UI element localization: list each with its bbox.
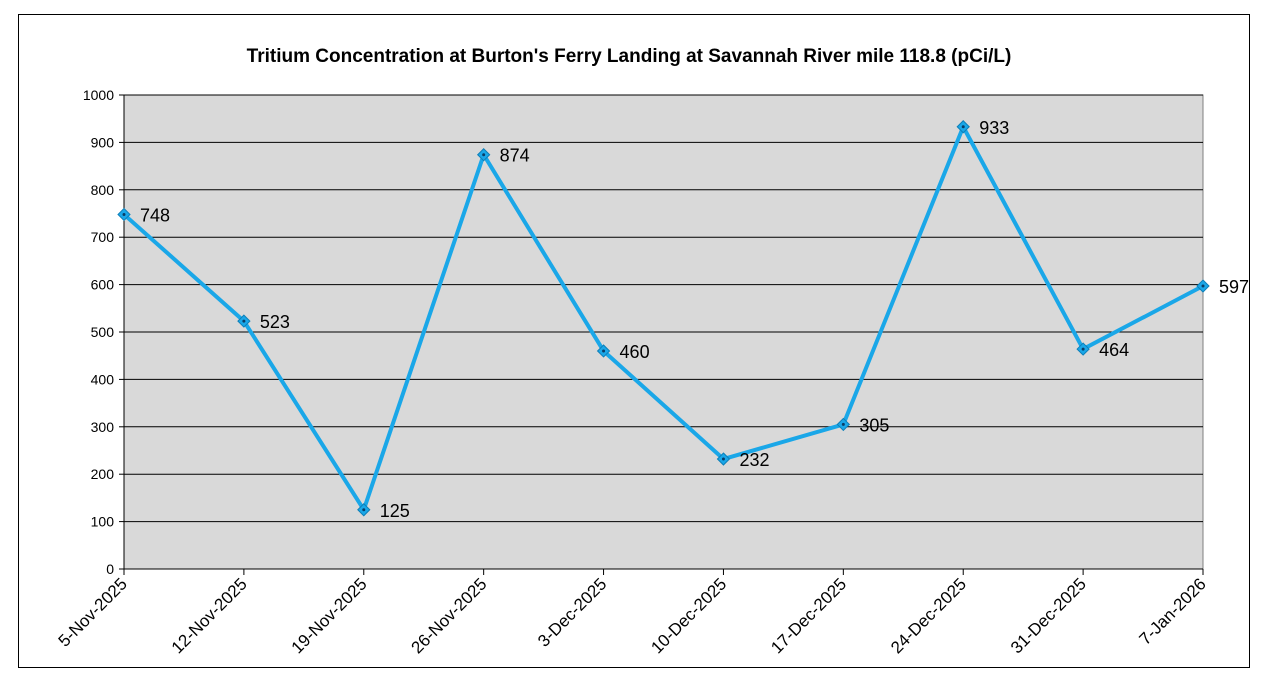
data-label: 933 bbox=[979, 118, 1009, 138]
data-label: 748 bbox=[140, 205, 170, 225]
y-tick-label: 1000 bbox=[83, 87, 114, 103]
data-point-center bbox=[1081, 347, 1085, 351]
data-point-center bbox=[122, 212, 126, 216]
y-tick-label: 800 bbox=[91, 182, 115, 198]
data-point-center bbox=[482, 153, 486, 157]
x-tick-label: 12-Nov-2025 bbox=[168, 574, 251, 657]
data-point-center bbox=[721, 457, 725, 461]
y-tick-label: 700 bbox=[91, 229, 115, 245]
series-layer bbox=[117, 120, 1210, 517]
chart-title: Tritium Concentration at Burton's Ferry … bbox=[247, 46, 1012, 67]
y-tick-label: 500 bbox=[91, 324, 115, 340]
y-tick-label: 900 bbox=[91, 134, 115, 150]
x-tick-label: 5-Nov-2025 bbox=[55, 574, 131, 650]
x-tick-label: 24-Dec-2025 bbox=[887, 574, 970, 657]
y-tick-label: 200 bbox=[91, 466, 115, 482]
data-point-center bbox=[602, 349, 606, 353]
y-tick-label: 600 bbox=[91, 277, 115, 293]
x-axis: 5-Nov-2025 12-Nov-2025 19-Nov-2025 26-Nov-2… bbox=[55, 568, 1210, 657]
data-point-center bbox=[242, 319, 246, 323]
data-labels: 748 523 125 874 460 232 305 933 464 597 bbox=[140, 118, 1249, 521]
x-tick-label: 19-Nov-2025 bbox=[288, 574, 371, 657]
x-tick-label: 26-Nov-2025 bbox=[408, 574, 491, 657]
data-point-center bbox=[841, 422, 845, 426]
x-tick-label: 31-Dec-2025 bbox=[1007, 574, 1090, 657]
data-point-center bbox=[362, 508, 366, 512]
data-label: 305 bbox=[859, 415, 889, 435]
data-point-center bbox=[1201, 284, 1205, 288]
x-tick-label: 3-Dec-2025 bbox=[534, 574, 610, 650]
series-line bbox=[122, 124, 1205, 512]
x-tick-label: 7-Jan-2026 bbox=[1136, 574, 1210, 648]
y-tick-label: 400 bbox=[91, 371, 115, 387]
y-axis: 0 100 200 300 400 500 600 700 800 900 1000 bbox=[83, 87, 125, 577]
gridlines bbox=[124, 94, 1203, 523]
data-label: 460 bbox=[620, 342, 650, 362]
x-tick-label: 17-Dec-2025 bbox=[767, 574, 850, 657]
data-label: 464 bbox=[1099, 340, 1129, 360]
data-label: 232 bbox=[739, 450, 769, 470]
y-tick-label: 300 bbox=[91, 419, 115, 435]
data-label: 125 bbox=[380, 501, 410, 521]
data-label: 874 bbox=[500, 146, 530, 166]
y-tick-label: 100 bbox=[91, 514, 115, 530]
data-point-center bbox=[961, 125, 965, 129]
x-tick-label: 10-Dec-2025 bbox=[647, 574, 730, 657]
data-label: 523 bbox=[260, 312, 290, 332]
y-tick-label: 0 bbox=[106, 561, 114, 577]
data-label: 597 bbox=[1219, 277, 1249, 297]
